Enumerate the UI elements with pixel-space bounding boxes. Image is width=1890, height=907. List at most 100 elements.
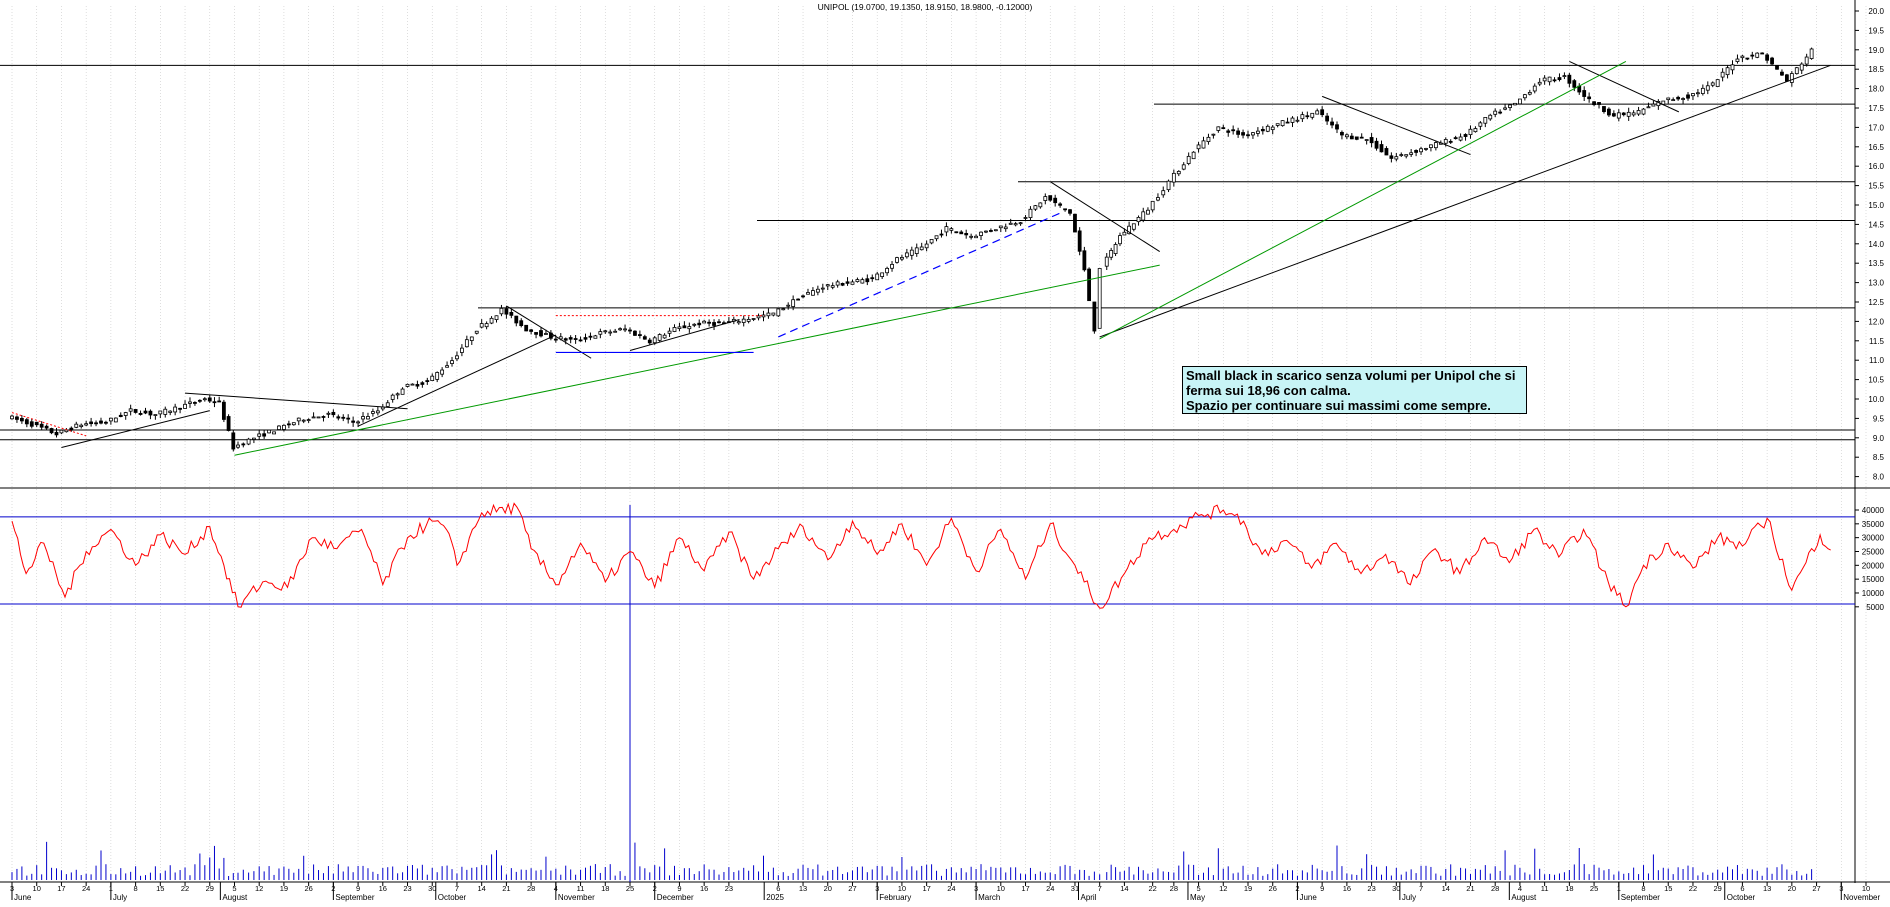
time-tick-label: 30 <box>1392 884 1400 893</box>
candle-body <box>1201 140 1206 149</box>
candle-body <box>49 428 54 434</box>
candle-body <box>1542 77 1547 82</box>
candle-body <box>840 283 845 286</box>
candle-body <box>39 423 44 428</box>
candle-body <box>647 339 652 344</box>
time-tick-label: 14 <box>1442 884 1450 893</box>
candle-body <box>1038 202 1043 208</box>
time-tick-label: 19 <box>280 884 288 893</box>
candle-body <box>460 347 464 353</box>
candle-body <box>588 335 593 338</box>
candle-body <box>1389 155 1394 159</box>
price-tick-label: 18.0 <box>1868 85 1884 94</box>
green-trend-line <box>234 264 1160 456</box>
candle-body <box>1572 80 1577 88</box>
candle-body <box>435 372 440 380</box>
candle-body <box>1770 57 1774 65</box>
candle-body <box>1275 123 1280 126</box>
candle-body <box>791 299 796 307</box>
candle-body <box>1498 111 1503 114</box>
candle-body <box>479 323 484 328</box>
candle-body <box>1141 211 1146 221</box>
candle-body <box>539 330 543 337</box>
month-label: August <box>222 893 248 902</box>
candle-body <box>1315 110 1320 115</box>
candle-body <box>1394 156 1399 160</box>
time-tick-label: 24 <box>947 884 955 893</box>
candle-body <box>1735 58 1740 62</box>
price-tick-label: 18.5 <box>1868 65 1884 74</box>
month-label: May <box>1190 893 1205 902</box>
candle-body <box>499 307 504 315</box>
candle-body <box>158 410 163 415</box>
candle-body <box>1755 52 1760 58</box>
candle-body <box>1453 137 1458 140</box>
candle-body <box>231 432 236 450</box>
candle-body <box>1325 115 1330 122</box>
candle-body <box>1429 144 1433 148</box>
candle-body <box>440 369 445 375</box>
candle-body <box>1340 131 1344 136</box>
candle-body <box>1765 54 1770 61</box>
candle-body <box>1537 81 1542 85</box>
indicator-tick-label: 25000 <box>1862 547 1885 556</box>
candle-body <box>1473 128 1478 133</box>
candle-body <box>272 431 276 435</box>
candle-body <box>1008 222 1013 225</box>
time-tick-label: 18 <box>601 884 609 893</box>
time-tick-label: 9 <box>1320 884 1324 893</box>
candle-body <box>494 315 499 320</box>
candle-body <box>1136 216 1141 223</box>
candle-body <box>1582 90 1587 97</box>
candle-body <box>84 423 89 426</box>
candle-body <box>865 278 870 283</box>
candle-body <box>410 383 415 386</box>
time-tick-label: 26 <box>1269 884 1277 893</box>
candle-body <box>282 424 286 430</box>
candle-body <box>1122 231 1127 236</box>
candle-body <box>217 400 222 403</box>
candle-body <box>445 365 449 368</box>
candle-body <box>455 355 459 360</box>
candle-body <box>118 414 123 417</box>
candle-body <box>104 421 108 424</box>
candle-body <box>830 285 835 288</box>
red-dotted-line <box>11 412 87 437</box>
candle-body <box>143 410 148 414</box>
candle-body <box>825 284 830 287</box>
candle-body <box>1097 268 1102 329</box>
time-tick-label: 20 <box>1788 884 1796 893</box>
candle-body <box>1003 226 1008 230</box>
time-tick-label: 22 <box>1148 884 1156 893</box>
candle-body <box>128 408 133 412</box>
candle-body <box>1562 75 1567 78</box>
candle-body <box>1374 140 1379 149</box>
candle-body <box>1077 230 1082 252</box>
candle-body <box>751 318 756 320</box>
candle-body <box>692 323 697 326</box>
candle-body <box>99 420 103 424</box>
trend-line <box>357 334 557 427</box>
candle-body <box>1696 92 1700 95</box>
candle-body <box>1691 93 1695 97</box>
price-tick-label: 10.5 <box>1868 376 1884 385</box>
candle-body <box>924 243 929 249</box>
price-tick-label: 17.5 <box>1868 104 1884 113</box>
candle-body <box>642 336 647 340</box>
month-label: August <box>1511 893 1537 902</box>
month-label: June <box>1299 893 1317 902</box>
candle-body <box>415 384 420 387</box>
candle-body <box>1493 110 1498 115</box>
candle-body <box>1161 190 1166 196</box>
candle-body <box>400 388 405 395</box>
candle-body <box>188 401 192 404</box>
candle-body <box>1013 223 1018 226</box>
candle-body <box>1216 126 1221 131</box>
candle-body <box>1443 139 1448 144</box>
candle-body <box>895 257 899 263</box>
trend-line <box>61 410 210 448</box>
candle-body <box>1118 235 1122 245</box>
time-tick-label: 10 <box>898 884 906 893</box>
candle-body <box>746 318 751 322</box>
candle-body <box>1231 129 1236 132</box>
